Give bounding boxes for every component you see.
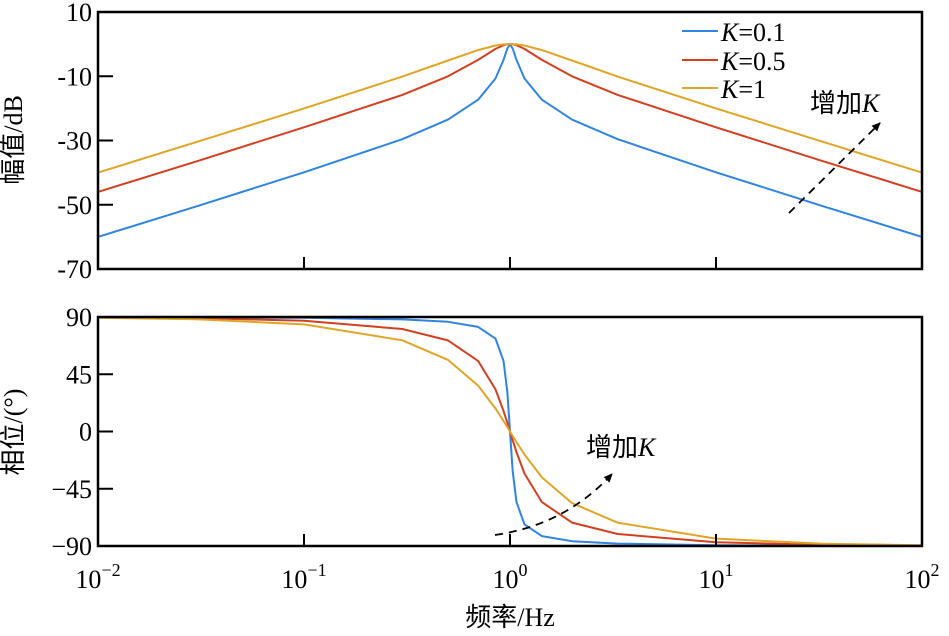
- magnitude-plot-frame: [96, 10, 924, 271]
- y-tick-label: -10: [57, 62, 92, 91]
- legend-item-k0.5: K=0.5: [682, 47, 786, 76]
- series-line-k1: [97, 43, 923, 174]
- legend-item-k1: K=1: [682, 75, 766, 104]
- phase-increase-arrow: [494, 473, 613, 536]
- series-line-k0.1: [97, 43, 923, 238]
- magnitude-panel: 10 -10 -30 -50 -70 幅值/dB K=0.1 K=0.5 K=1 增加K: [0, 0, 924, 284]
- legend-label-k1: K=1: [720, 75, 766, 104]
- y-tick-label: 45: [66, 360, 92, 389]
- magnitude-y-ticks: 10 -10 -30 -50 -70: [57, 0, 717, 284]
- y-tick-label: -50: [57, 191, 92, 220]
- magnitude-y-axis-label: 幅值/dB: [0, 95, 28, 185]
- legend-label-k0.1: K=0.1: [720, 18, 786, 47]
- y-tick-label: 10: [66, 0, 92, 27]
- y-tick-label: −90: [51, 532, 92, 561]
- phase-panel: 90 45 0 −45 −90 相位/(°) 增加K 10−2 10−1 100 101 102…: [0, 303, 940, 632]
- legend-item-k0.1: K=0.1: [682, 18, 786, 47]
- x-tick-label: 102: [905, 560, 940, 594]
- x-tick-label: 10−1: [281, 560, 326, 594]
- y-tick-label: -70: [57, 255, 92, 284]
- y-tick-label: -30: [57, 127, 92, 156]
- x-tick-label: 101: [699, 560, 734, 594]
- magnitude-increase-arrow: [788, 122, 881, 214]
- phase-plot-frame: [96, 315, 924, 548]
- magnitude-curves: [97, 43, 923, 238]
- y-tick-label: 0: [79, 418, 92, 447]
- y-tick-label: 90: [66, 303, 92, 332]
- phase-curves: [97, 316, 923, 547]
- x-axis-label: 频率/Hz: [465, 603, 555, 632]
- phase-y-ticks: 90 45 0 −45 −90: [51, 303, 717, 561]
- phase-y-axis-label: 相位/(°): [0, 389, 28, 476]
- phase-annotation: 增加K: [586, 433, 657, 462]
- legend-label-k0.5: K=0.5: [720, 47, 786, 76]
- series-line-k1: [97, 316, 923, 547]
- series-line-k0.5: [97, 43, 923, 193]
- y-tick-label: −45: [51, 475, 92, 504]
- x-tick-label: 100: [493, 560, 528, 594]
- magnitude-annotation: 增加K: [810, 89, 881, 118]
- legend: K=0.1 K=0.5 K=1: [682, 18, 786, 104]
- x-tick-label: 10−2: [75, 560, 120, 594]
- x-axis-ticks: 10−2 10−1 100 101 102: [75, 560, 939, 594]
